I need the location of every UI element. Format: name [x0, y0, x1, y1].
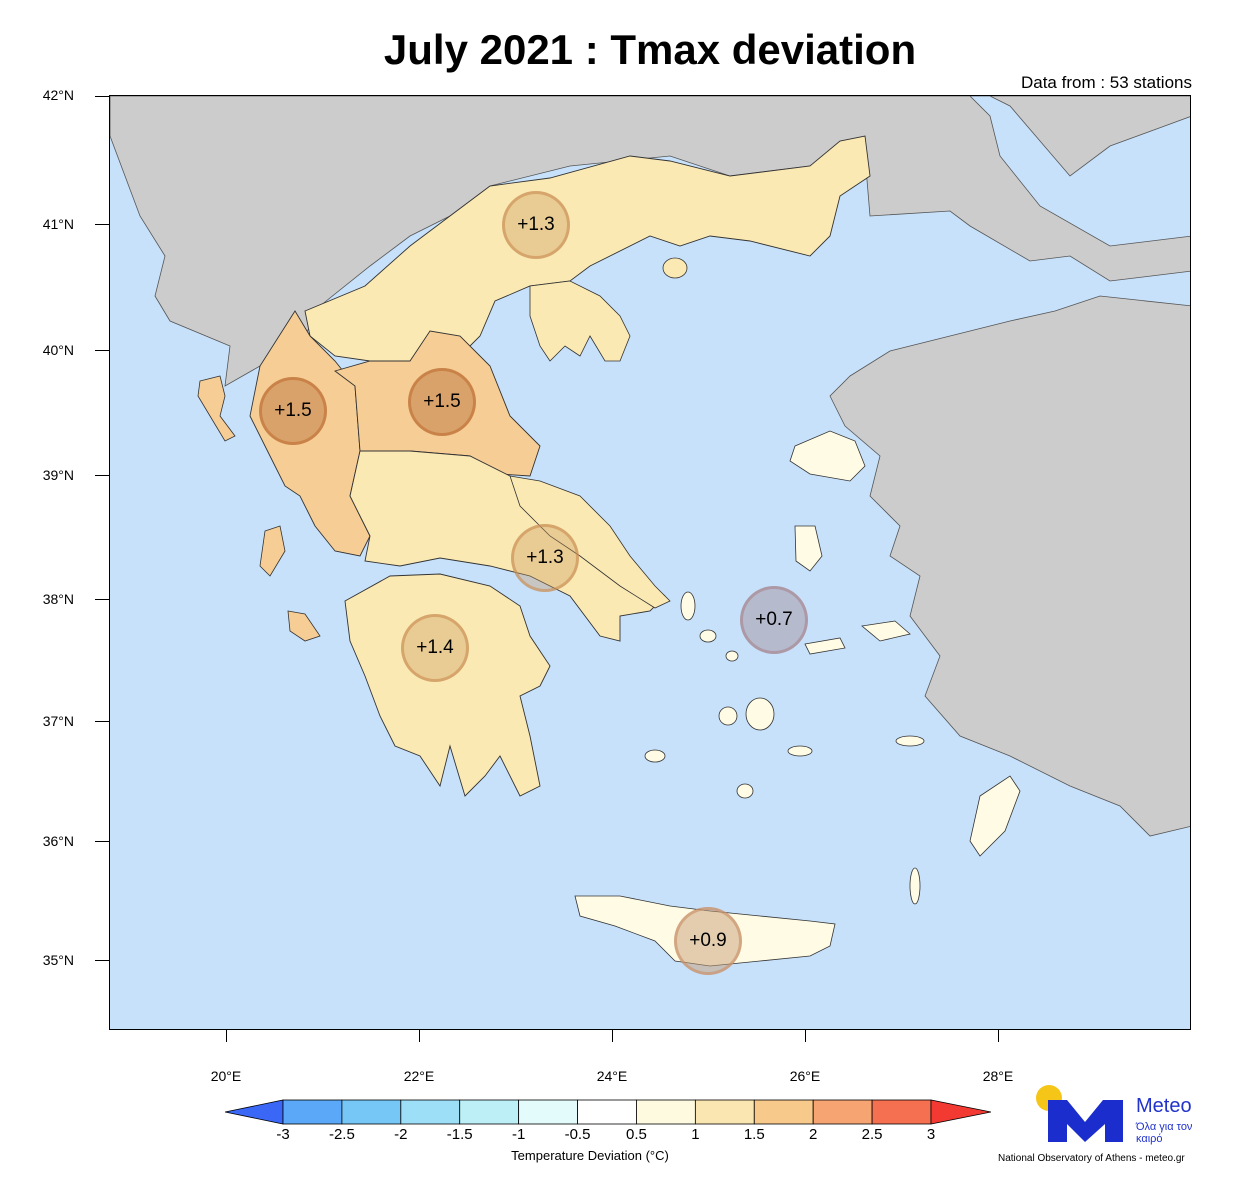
- map-area: +1.3 +1.5 +1.5 +1.3 +1.4 +0.7 +0.9: [109, 95, 1191, 1030]
- station-value: +1.3: [517, 214, 555, 235]
- lat-tick: [95, 841, 109, 842]
- colorbar-high-arrow: [930, 1099, 991, 1125]
- island-rhodes: [969, 775, 1021, 857]
- station-value: +0.9: [689, 930, 727, 951]
- lat-label: 35°N: [42, 952, 74, 968]
- colorbar-tick-label: -1: [511, 1126, 526, 1143]
- island-thasos: [662, 257, 688, 279]
- lat-label: 42°N: [42, 87, 74, 103]
- lat-label: 41°N: [42, 216, 74, 232]
- lon-label: 22°E: [403, 1068, 435, 1084]
- island-milos: [644, 749, 666, 763]
- station-marker: +1.3: [511, 524, 579, 592]
- colorbar: [225, 1099, 991, 1125]
- lat-label: 37°N: [42, 713, 74, 729]
- lat-tick: [95, 224, 109, 225]
- station-marker: +1.5: [408, 368, 476, 436]
- colorbar-cell: [753, 1099, 814, 1125]
- lat-label: 36°N: [42, 833, 74, 849]
- island-lesvos: [789, 430, 866, 482]
- station-marker: +1.4: [401, 614, 469, 682]
- lon-tick: [419, 1030, 420, 1042]
- station-value: +1.3: [526, 547, 564, 568]
- peninsula-chalkidiki: [529, 280, 631, 362]
- lon-tick: [612, 1030, 613, 1042]
- colorbar-cell: [341, 1099, 402, 1125]
- island-kefalonia: [259, 525, 286, 577]
- colorbar-tick-label: 1.5: [743, 1126, 765, 1143]
- station-marker: +0.7: [740, 586, 808, 654]
- lon-label: 20°E: [210, 1068, 242, 1084]
- lat-tick: [95, 721, 109, 722]
- island-karpathos: [909, 867, 921, 905]
- lat-label: 39°N: [42, 467, 74, 483]
- map-title: July 2021 : Tmax deviation: [383, 26, 917, 73]
- colorbar-tick-label: 2: [809, 1126, 818, 1143]
- station-marker: +1.5: [259, 377, 327, 445]
- colorbar-cell: [812, 1099, 873, 1125]
- credit: National Observatory of Athens - meteo.g…: [998, 1153, 1185, 1164]
- station-value: +0.7: [755, 609, 793, 630]
- island-naxos: [745, 697, 775, 731]
- logo-tagline: Όλα για τον καιρό: [1136, 1121, 1193, 1145]
- colorbar-cell: [871, 1099, 932, 1125]
- lon-tick: [226, 1030, 227, 1042]
- station-value: +1.4: [416, 637, 454, 658]
- island-santorini: [736, 783, 754, 799]
- colorbar-tick-label: -2: [394, 1126, 408, 1143]
- lon-label: 24°E: [596, 1068, 628, 1084]
- region-peloponnese: [344, 573, 551, 797]
- lat-label: 38°N: [42, 591, 74, 607]
- colorbar-tick-label: 1: [691, 1126, 700, 1143]
- colorbar-tick-label: -2.5: [328, 1126, 355, 1143]
- island-mykonos: [725, 650, 739, 662]
- lat-tick: [95, 350, 109, 351]
- colorbar-cell: [636, 1099, 696, 1125]
- island-chios: [794, 525, 823, 572]
- colorbar-low-arrow: [225, 1099, 284, 1125]
- island-zakynthos: [287, 610, 321, 642]
- colorbar-cell: [459, 1099, 520, 1125]
- colorbar-tick-label: -0.5: [564, 1126, 591, 1143]
- logo-name: Meteo: [1136, 1095, 1192, 1117]
- station-marker: +1.3: [502, 191, 570, 259]
- island-kos: [895, 735, 925, 747]
- land-anatolia: [829, 295, 1190, 837]
- colorbar-tick-label: -1.5: [446, 1126, 473, 1143]
- colorbar-cell: [694, 1099, 755, 1125]
- colorbar-cell: [400, 1099, 461, 1125]
- island-samos: [861, 620, 911, 642]
- island-paros: [718, 706, 738, 726]
- lon-label: 28°E: [982, 1068, 1014, 1084]
- island-amorgos: [787, 745, 813, 757]
- lon-label: 26°E: [789, 1068, 821, 1084]
- colorbar-tick-label: 2.5: [861, 1126, 883, 1143]
- station-value: +1.5: [274, 400, 312, 421]
- colorbar-tick-label: -3: [276, 1126, 290, 1143]
- island-corfu: [197, 375, 236, 442]
- colorbar-cell: [282, 1099, 343, 1125]
- island-tinos: [699, 629, 717, 643]
- lon-tick: [805, 1030, 806, 1042]
- colorbar-tick-label: 3: [926, 1126, 936, 1143]
- map-svg: [110, 96, 1190, 1029]
- lat-tick: [95, 960, 109, 961]
- lat-tick: [95, 96, 109, 97]
- colorbar-cell: [577, 1099, 637, 1125]
- station-marker: +0.9: [674, 907, 742, 975]
- lat-tick: [95, 475, 109, 476]
- island-andros: [680, 591, 696, 621]
- island-ikaria: [804, 637, 846, 655]
- station-count: Data from : 53 stations: [1020, 73, 1192, 92]
- meteo-logo-icon: [1036, 1085, 1123, 1142]
- lon-tick: [998, 1030, 999, 1042]
- lat-tick: [95, 599, 109, 600]
- colorbar-title: Temperature Deviation (°C): [511, 1148, 669, 1163]
- colorbar-cell: [518, 1099, 578, 1125]
- lat-label: 40°N: [42, 342, 74, 358]
- colorbar-tick-label: 0.5: [626, 1126, 647, 1143]
- station-value: +1.5: [423, 391, 461, 412]
